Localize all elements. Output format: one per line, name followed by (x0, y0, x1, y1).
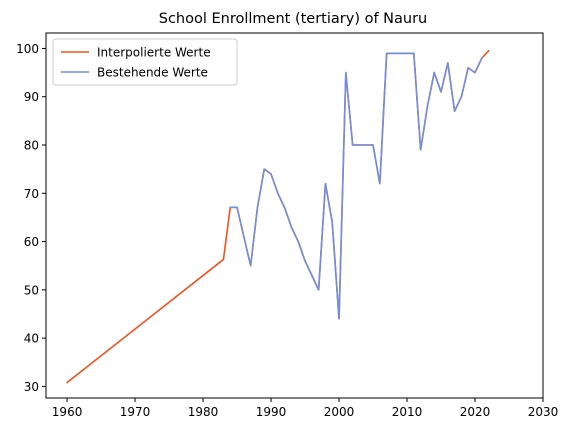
y-tick-label: 30 (24, 380, 39, 394)
y-tick-label: 70 (24, 187, 39, 201)
y-tick-label: 80 (24, 139, 39, 153)
y-tick-label: 100 (16, 42, 39, 56)
x-tick-label: 2000 (324, 405, 355, 419)
x-tick-label: 1970 (120, 405, 151, 419)
plot-frame (45, 32, 544, 399)
y-axis: 30 40 50 60 70 80 90 100 (16, 42, 46, 394)
x-tick-label: 2010 (392, 405, 423, 419)
x-tick-label: 1980 (188, 405, 219, 419)
legend-box (52, 38, 238, 86)
x-axis: 1960 1970 1980 1990 2000 2010 2020 2030 (52, 398, 558, 419)
x-tick-label: 2020 (460, 405, 491, 419)
y-tick-label: 90 (24, 90, 39, 104)
series-layer (65, 49, 490, 384)
legend: Interpolierte Werte Bestehende Werte (52, 38, 238, 86)
x-tick-label: 1960 (52, 405, 83, 419)
series-line-interpolated (65, 49, 490, 384)
legend-label: Bestehende Werte (97, 66, 208, 80)
y-tick-label: 50 (24, 283, 39, 297)
x-tick-label: 1990 (256, 405, 287, 419)
legend-label: Interpolierte Werte (97, 46, 211, 60)
y-tick-label: 40 (24, 332, 39, 346)
y-tick-label: 60 (24, 235, 39, 249)
x-tick-label: 2030 (528, 405, 559, 419)
axes (45, 32, 544, 399)
chart-title: School Enrollment (tertiary) of Nauru (159, 11, 428, 27)
series-line-existing (229, 52, 483, 320)
